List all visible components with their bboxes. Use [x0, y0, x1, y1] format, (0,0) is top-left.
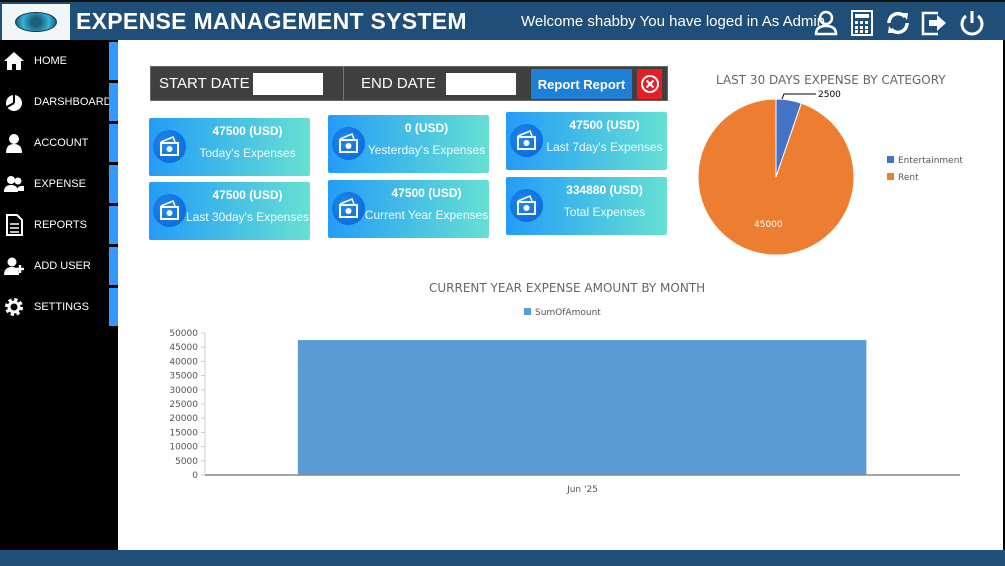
pie-data-label: 45000 [754, 220, 783, 230]
legend-swatch [524, 308, 531, 315]
divider [343, 67, 344, 100]
y-tick-label: 35000 [169, 372, 198, 382]
bar [297, 340, 867, 475]
welcome-text: Welcome shabby You have loged in As Admi… [521, 13, 826, 30]
sidebar-item-label: DARSHBOARD [34, 96, 112, 108]
reports-icon [6, 214, 23, 236]
account-icon [6, 134, 22, 153]
card-label: Today's Expenses [199, 146, 296, 160]
expense-card: 47500 (USD) Current Year Expenses [328, 180, 489, 238]
y-tick-label: 20000 [169, 414, 198, 424]
sidebar-item-label: ADD USER [34, 260, 91, 272]
date-filter-bar: START DATE END DATE Report Report [150, 66, 668, 101]
card-label: Yesterday's Expenses [367, 143, 486, 157]
sidebar-item-account[interactable]: ACCOUNT [0, 124, 118, 162]
money-icon [153, 194, 186, 227]
logout-icon[interactable] [920, 9, 948, 37]
y-tick-label: 25000 [169, 400, 198, 410]
pie-slice-rent [697, 98, 855, 256]
active-strip [109, 206, 118, 244]
sidebar-item-label: REPORTS [34, 219, 87, 231]
gear-icon [5, 298, 23, 316]
card-amount: 47500 (USD) [212, 188, 283, 202]
sidebar-item-settings[interactable]: SETTINGS [0, 288, 118, 326]
card-label: Last 30day's Expenses [185, 210, 310, 224]
sidebar-item-home[interactable]: HOME [0, 42, 118, 80]
active-strip [109, 288, 118, 326]
home-icon [4, 52, 24, 70]
legend-swatch [887, 173, 894, 180]
y-tick-label: 40000 [169, 357, 198, 367]
card-amount: 47500 (USD) [212, 124, 283, 138]
active-strip [109, 124, 118, 162]
y-tick-label: 10000 [169, 443, 198, 453]
sidebar-item-add-user[interactable]: ADD USER [0, 247, 118, 285]
app-logo [2, 4, 70, 40]
expense-card: 47500 (USD) Last 7day's Expenses [506, 112, 667, 170]
expense-card: 334880 (USD) Total Expenses [506, 177, 667, 235]
leader-line [781, 93, 816, 100]
y-tick-label: 50000 [169, 329, 198, 339]
refresh-icon[interactable] [884, 9, 912, 37]
money-icon [332, 127, 365, 160]
legend-label: Rent [898, 173, 919, 183]
app-header: EXPENSE MANAGEMENT SYSTEM Welcome shabby… [0, 0, 1005, 40]
close-icon [640, 75, 659, 93]
money-icon [153, 130, 186, 163]
y-tick-label: 0 [192, 471, 198, 481]
expense-card: 47500 (USD) Today's Expenses [149, 118, 310, 176]
sidebar-item-expense[interactable]: EXPENSE [0, 165, 118, 203]
money-icon [510, 189, 543, 222]
report-button[interactable]: Report Report [531, 69, 632, 99]
card-label: Last 7day's Expenses [546, 140, 663, 154]
bar-chart: SumOfAmount 0 5000 10000 15000 20000 25000 3000… [169, 308, 960, 495]
legend-label: Entertainment [898, 156, 963, 166]
y-tick-label: 30000 [169, 386, 198, 396]
pie-chart-title: LAST 30 DAYS EXPENSE BY CATEGORY [716, 73, 946, 87]
sidebar-item-darshboard[interactable]: DARSHBOARD [0, 83, 118, 121]
card-amount: 0 (USD) [404, 121, 449, 135]
y-tick-label: 45000 [169, 343, 198, 353]
money-icon [332, 192, 365, 225]
power-icon[interactable] [958, 9, 986, 37]
start-date-label: START DATE [159, 75, 250, 92]
user-icon[interactable] [812, 9, 840, 37]
pie-chart: 2500 45000 Entertainment Rent [697, 90, 963, 256]
bar-chart-title: CURRENT YEAR EXPENSE AMOUNT BY MONTH [429, 281, 706, 295]
active-strip [109, 42, 118, 80]
end-date-input[interactable] [446, 73, 516, 95]
sidebar-item-label: HOME [34, 55, 67, 67]
pie-data-label: 2500 [818, 90, 841, 100]
footer-bar [0, 550, 1005, 566]
end-date-label: END DATE [361, 75, 436, 92]
expense-card: 47500 (USD) Last 30day's Expenses [149, 182, 310, 240]
legend-swatch [887, 156, 894, 163]
sidebar-item-label: EXPENSE [34, 178, 86, 190]
sidebar-item-label: ACCOUNT [34, 137, 89, 149]
expense-icon [4, 176, 24, 192]
active-strip [109, 247, 118, 285]
card-amount: 334880 (USD) [566, 183, 643, 197]
money-icon [510, 124, 543, 157]
y-tick-label: 5000 [175, 457, 198, 467]
x-tick-label: Jun '25 [566, 485, 598, 495]
y-tick-label: 15000 [169, 428, 198, 438]
active-strip [109, 83, 118, 121]
card-amount: 47500 (USD) [391, 186, 462, 200]
dashboard-icon [6, 94, 22, 111]
card-label: Total Expenses [563, 205, 646, 219]
add-user-icon [4, 257, 24, 275]
card-label: Current Year Expenses [364, 208, 489, 222]
expense-card: 0 (USD) Yesterday's Expenses [328, 115, 489, 173]
close-button[interactable] [637, 69, 662, 99]
calculator-icon[interactable] [848, 9, 876, 37]
card-amount: 47500 (USD) [569, 118, 640, 132]
active-strip [109, 165, 118, 203]
app-title: EXPENSE MANAGEMENT SYSTEM [76, 8, 467, 34]
start-date-input[interactable] [253, 73, 323, 95]
legend-label: SumOfAmount [535, 308, 601, 318]
sidebar: HOME DARSHBOARD ACCOUNT EXPENSE REPORTS ADD U… [0, 40, 118, 550]
sidebar-item-reports[interactable]: REPORTS [0, 206, 118, 244]
sidebar-item-label: SETTINGS [34, 301, 90, 313]
